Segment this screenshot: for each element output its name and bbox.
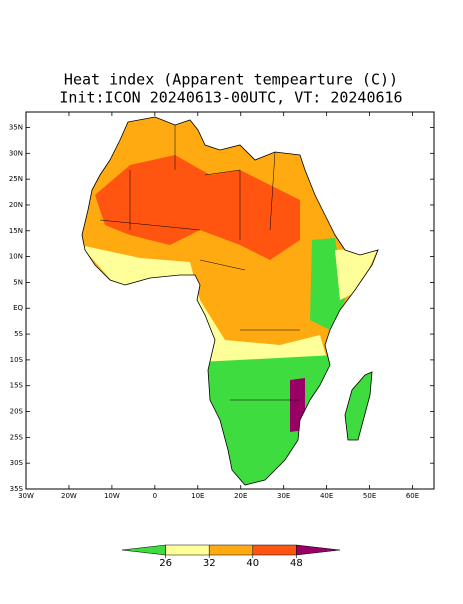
title: Heat index (Apparent tempearture (C)) [64, 71, 398, 89]
colorbar: 26 32 40 48 [121, 544, 341, 569]
x-tick-label: 50E [363, 492, 376, 500]
y-tick-label: 25S [10, 433, 24, 441]
colorbar-label: 32 [203, 558, 216, 569]
borders [99, 125, 300, 401]
y-tick-label: 30S [10, 459, 24, 467]
y-tick-label: 5N [13, 278, 23, 286]
y-tick-label: 20S [10, 408, 24, 416]
y-tick-label: 10S [10, 356, 24, 364]
colorbar-label: 26 [159, 558, 172, 569]
x-tick-label: 20W [61, 492, 77, 500]
subtitle: Init:ICON 20240613-00UTC, VT: 20240616 [59, 89, 402, 107]
y-tick-label: 20N [9, 201, 23, 209]
x-tick-label: 0 [153, 492, 157, 500]
y-tick-label: 10N [9, 253, 23, 261]
y-tick-label: 15N [9, 227, 23, 235]
x-tick-label: 40E [320, 492, 333, 500]
x-tick-label: 30W [18, 492, 34, 500]
y-tick-label: 5S [14, 330, 23, 338]
map-frame [25, 111, 435, 490]
x-tick-label: 10W [104, 492, 120, 500]
y-tick-label: EQ [13, 304, 23, 312]
colorbar-segment [252, 544, 297, 556]
y-tick-label: 30N [9, 149, 23, 157]
y-tick-label: 15S [10, 382, 24, 390]
y-tick-label: 25N [9, 175, 23, 183]
x-tick-label: 60E [406, 492, 419, 500]
region-fill [335, 248, 378, 300]
colorbar-segment [165, 544, 210, 556]
colorbar-label: 40 [246, 558, 259, 569]
x-tick-label: 20E [234, 492, 247, 500]
colorbar-segment [296, 544, 341, 556]
y-tick-label: 35N [9, 123, 23, 131]
y-tick-label: 35S [10, 485, 24, 493]
region-fill [95, 155, 300, 260]
x-tick-label: 30E [277, 492, 290, 500]
colorbar-label: 48 [290, 558, 303, 569]
region-fill [82, 245, 330, 370]
colorbar-segment [208, 544, 254, 556]
x-tick-label: 10E [191, 492, 204, 500]
